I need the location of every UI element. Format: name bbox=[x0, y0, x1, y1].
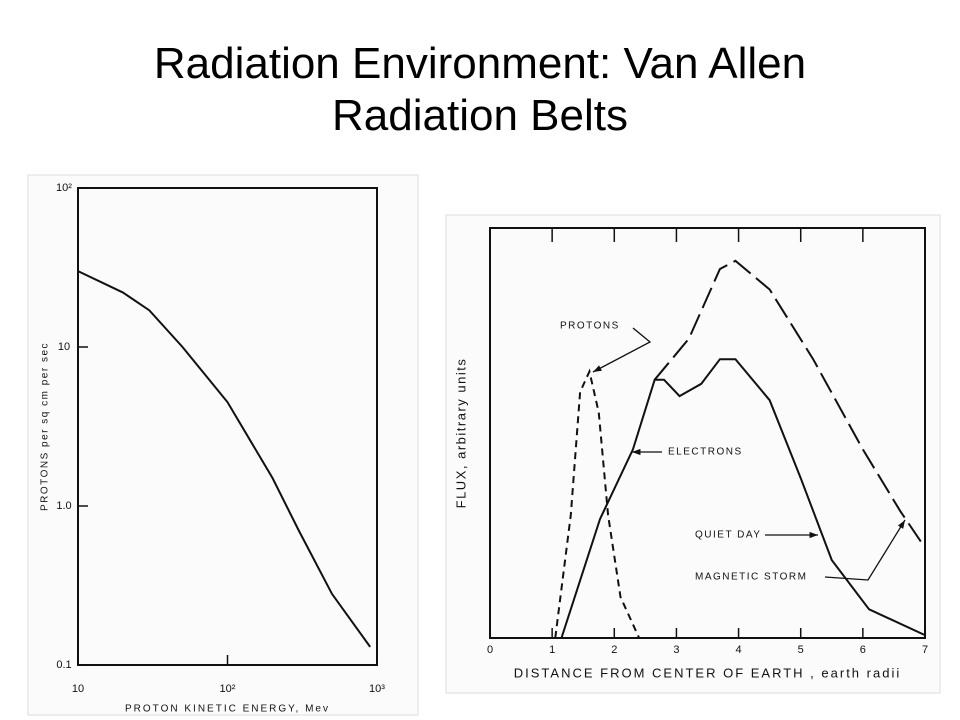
y-tick-label: 10² bbox=[56, 182, 72, 194]
slide-title: Radiation Environment: Van Allen Radiati… bbox=[153, 39, 807, 140]
x-tick-label: 1 bbox=[549, 644, 555, 656]
x-tick-label: 10² bbox=[220, 683, 236, 695]
annotation: QUIET DAY bbox=[695, 530, 761, 541]
series-line bbox=[77, 270, 371, 648]
arrow-head bbox=[897, 520, 905, 529]
y-tick-label: 10 bbox=[58, 341, 70, 353]
x-axis-label: DISTANCE FROM CENTER OF EARTH , earth ra… bbox=[514, 665, 901, 680]
slide-title-box: Radiation Environment: Van Allen Radiati… bbox=[0, 38, 960, 142]
arrow-head bbox=[632, 448, 641, 456]
x-tick-label: 10 bbox=[72, 683, 84, 695]
arrow-head bbox=[809, 531, 818, 539]
x-tick-label: 10³ bbox=[369, 683, 385, 695]
y-axis-label: FLUX, arbitrary units bbox=[453, 358, 468, 509]
arrow-head bbox=[593, 365, 602, 372]
y-tick-label: 0.1 bbox=[56, 659, 71, 671]
x-tick-label: 6 bbox=[860, 644, 866, 656]
x-tick-label: 7 bbox=[922, 644, 928, 656]
series-line bbox=[653, 259, 926, 549]
left-paper bbox=[27, 174, 419, 716]
x-tick-label: 5 bbox=[798, 644, 804, 656]
annotation: MAGNETIC STORM bbox=[695, 572, 807, 583]
annotation: ELECTRONS bbox=[668, 447, 743, 458]
x-tick-label: 4 bbox=[736, 644, 742, 656]
annotation-arrow bbox=[824, 519, 906, 581]
plot-frame bbox=[489, 227, 926, 639]
series-line bbox=[554, 368, 641, 639]
y-axis-label: PROTONS per sq cm per sec bbox=[40, 342, 51, 511]
x-tick-label: 2 bbox=[611, 644, 617, 656]
series-line bbox=[560, 358, 926, 639]
x-axis-label: PROTON KINETIC ENERGY, Mev bbox=[125, 704, 330, 715]
right-paper bbox=[445, 214, 941, 694]
annotation: PROTONS bbox=[560, 321, 620, 332]
x-tick-label: 3 bbox=[673, 644, 679, 656]
annotation-arrow bbox=[592, 327, 652, 373]
x-tick-label: 0 bbox=[487, 644, 493, 656]
y-tick-label: 1.0 bbox=[56, 500, 71, 512]
